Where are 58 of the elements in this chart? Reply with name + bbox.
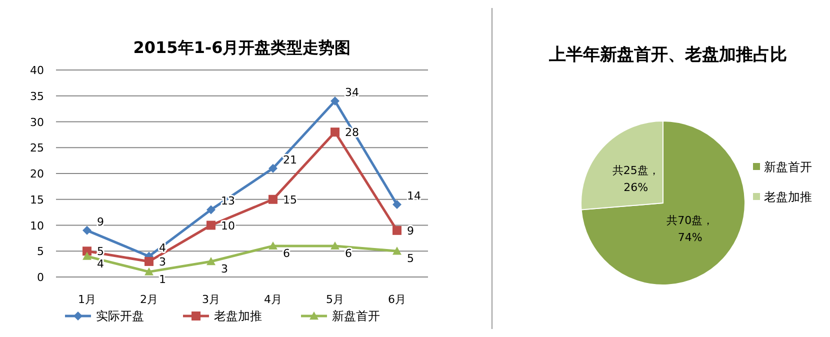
pie-slice xyxy=(580,120,746,286)
point xyxy=(144,256,154,266)
y-tick-label: 25 xyxy=(30,142,44,155)
point xyxy=(392,200,402,210)
chart-title: 上半年新盘首开、老盘加推占比 xyxy=(548,45,787,65)
x-tick-label: 4月 xyxy=(264,293,282,306)
point xyxy=(392,246,402,255)
point xyxy=(82,246,92,256)
data-label: 9 xyxy=(97,215,104,228)
data-label: 13 xyxy=(221,194,235,208)
point xyxy=(268,194,278,204)
legend-label: 实际开盘 xyxy=(96,309,144,323)
y-tick-label: 5 xyxy=(37,245,44,258)
data-label: 10 xyxy=(221,219,235,232)
x-tick-label: 3月 xyxy=(202,293,220,306)
data-label: 5 xyxy=(407,252,414,266)
y-tick-label: 10 xyxy=(30,219,44,232)
y-tick-label: 30 xyxy=(30,116,44,129)
point xyxy=(82,226,92,235)
point xyxy=(206,220,216,230)
x-tick-label: 5月 xyxy=(326,293,344,306)
data-label: 9 xyxy=(407,224,414,238)
legend-label: 老盘加推 xyxy=(214,309,262,323)
data-label: 4 xyxy=(97,257,104,270)
point xyxy=(206,256,216,266)
point xyxy=(268,164,278,173)
point xyxy=(206,205,216,214)
data-label: 14 xyxy=(407,190,421,203)
data-label: 共25盘，26% xyxy=(612,164,660,194)
data-label: 1 xyxy=(159,272,166,286)
data-label: 3 xyxy=(159,255,166,268)
data-label: 共70盘，74% xyxy=(666,214,714,244)
data-label: 34 xyxy=(345,86,359,100)
y-tick-label: 35 xyxy=(30,90,44,103)
chart-title: 2015年1-6月开盘类型走势图 xyxy=(133,38,351,57)
point xyxy=(330,128,340,137)
x-tick-label: 2月 xyxy=(140,293,158,306)
point xyxy=(144,267,154,276)
legend-label: 新盘首开 xyxy=(332,309,380,323)
point xyxy=(330,96,340,106)
data-label: 6 xyxy=(283,246,290,260)
x-tick-label: 1月 xyxy=(78,293,96,306)
y-tick-label: 40 xyxy=(30,64,44,77)
point xyxy=(392,226,402,235)
x-tick-label: 6月 xyxy=(388,293,406,306)
data-label: 5 xyxy=(97,245,104,258)
point xyxy=(268,241,278,250)
y-tick-label: 20 xyxy=(30,168,44,180)
point xyxy=(330,241,340,250)
data-label: 21 xyxy=(283,153,297,166)
data-label: 6 xyxy=(345,246,352,260)
legend-label: 新盘首开 xyxy=(764,160,812,174)
y-tick-label: 0 xyxy=(37,271,44,284)
data-label: 15 xyxy=(283,193,297,206)
point xyxy=(82,252,92,260)
data-label: 3 xyxy=(221,262,228,276)
legend-label: 老盘加推 xyxy=(764,190,812,204)
y-tick-label: 15 xyxy=(30,193,44,206)
